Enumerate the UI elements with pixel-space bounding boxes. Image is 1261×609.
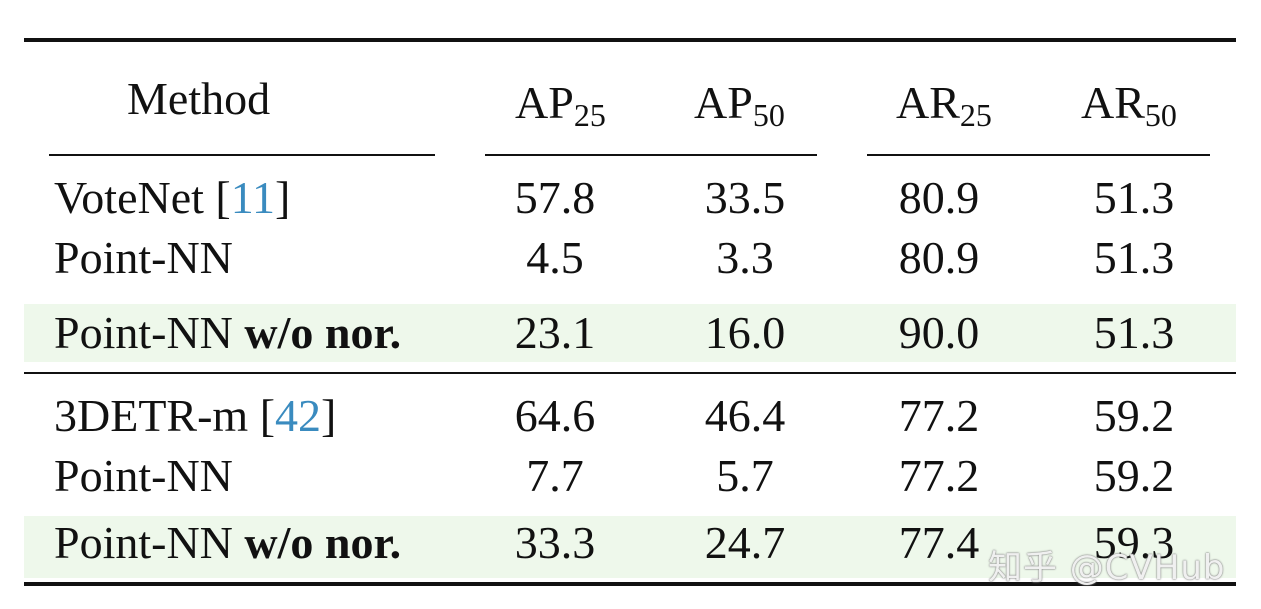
header-ar25-base: AR bbox=[896, 77, 960, 128]
table-cell: 24.7 bbox=[704, 517, 786, 568]
header-ap25-base: AP bbox=[515, 77, 574, 128]
table-cell: 59.3 bbox=[1093, 517, 1175, 568]
header-ap50-sub: 50 bbox=[752, 97, 785, 133]
table-cell: 51.3 bbox=[1093, 307, 1175, 358]
citation-link[interactable]: 11 bbox=[230, 172, 276, 223]
highlight-band-2 bbox=[24, 516, 1236, 578]
method-name: VoteNet [ bbox=[54, 172, 231, 223]
header-ar50: AR50 bbox=[1081, 77, 1177, 133]
table-row-method: 3DETR-m [42] bbox=[54, 393, 336, 439]
method-variant-bold: w/o nor. bbox=[244, 517, 402, 568]
header-ar50-base: AR bbox=[1081, 77, 1145, 128]
header-ar25-sub: 25 bbox=[959, 97, 992, 133]
table-cell: 51.3 bbox=[1093, 172, 1175, 223]
table-cell: 77.2 bbox=[898, 390, 980, 441]
header-ar50-sub: 50 bbox=[1144, 97, 1177, 133]
table-cell: 80.9 bbox=[898, 232, 980, 283]
table-cell: 33.5 bbox=[704, 172, 786, 223]
table-cell: 77.4 bbox=[898, 517, 980, 568]
table-cell: 3.3 bbox=[716, 232, 774, 283]
header-ap50-base: AP bbox=[694, 77, 753, 128]
header-ap25-sub: 25 bbox=[573, 97, 606, 133]
header-rule-ap bbox=[485, 154, 817, 156]
method-name: Point-NN bbox=[54, 517, 245, 568]
method-suffix: ] bbox=[321, 390, 337, 441]
header-rule-ar bbox=[867, 154, 1210, 156]
table-row-method: Point-NN w/o nor. bbox=[54, 310, 401, 356]
method-name: Point-NN bbox=[54, 450, 233, 501]
method-suffix: ] bbox=[275, 172, 291, 223]
header-ap25: AP25 bbox=[515, 77, 606, 133]
table-cell: 64.6 bbox=[514, 390, 596, 441]
table-row-method: Point-NN w/o nor. bbox=[54, 520, 401, 566]
watermark: 知乎 @CVHub bbox=[988, 548, 1226, 588]
table-row-method: Point-NN bbox=[54, 235, 233, 281]
header-method: Method bbox=[127, 73, 271, 124]
table-cell: 4.5 bbox=[526, 232, 584, 283]
table-row-method: VoteNet [11] bbox=[54, 175, 290, 221]
table-cell: 77.2 bbox=[898, 450, 980, 501]
table-cell: 90.0 bbox=[898, 307, 980, 358]
table-cell: 16.0 bbox=[704, 307, 786, 358]
bottom-rule bbox=[24, 582, 1236, 586]
header-ap50: AP50 bbox=[694, 77, 785, 133]
table-cell: 57.8 bbox=[514, 172, 596, 223]
table-cell: 33.3 bbox=[514, 517, 596, 568]
table-cell: 7.7 bbox=[526, 450, 584, 501]
highlight-band-1 bbox=[24, 304, 1236, 362]
method-name: 3DETR-m [ bbox=[54, 390, 276, 441]
method-variant-bold: w/o nor. bbox=[244, 307, 402, 358]
table-cell: 5.7 bbox=[716, 450, 774, 501]
method-name: Point-NN bbox=[54, 307, 245, 358]
table-cell: 23.1 bbox=[514, 307, 596, 358]
table-cell: 46.4 bbox=[704, 390, 786, 441]
table-cell: 59.2 bbox=[1093, 390, 1175, 441]
method-name: Point-NN bbox=[54, 232, 233, 283]
group-separator-rule bbox=[24, 372, 1236, 374]
table-cell: 59.2 bbox=[1093, 450, 1175, 501]
table-row-method: Point-NN bbox=[54, 453, 233, 499]
citation-link[interactable]: 42 bbox=[275, 390, 322, 441]
top-rule bbox=[24, 38, 1236, 42]
header-ar25: AR25 bbox=[896, 77, 992, 133]
header-rule-method bbox=[49, 154, 435, 156]
table-cell: 80.9 bbox=[898, 172, 980, 223]
table-cell: 51.3 bbox=[1093, 232, 1175, 283]
